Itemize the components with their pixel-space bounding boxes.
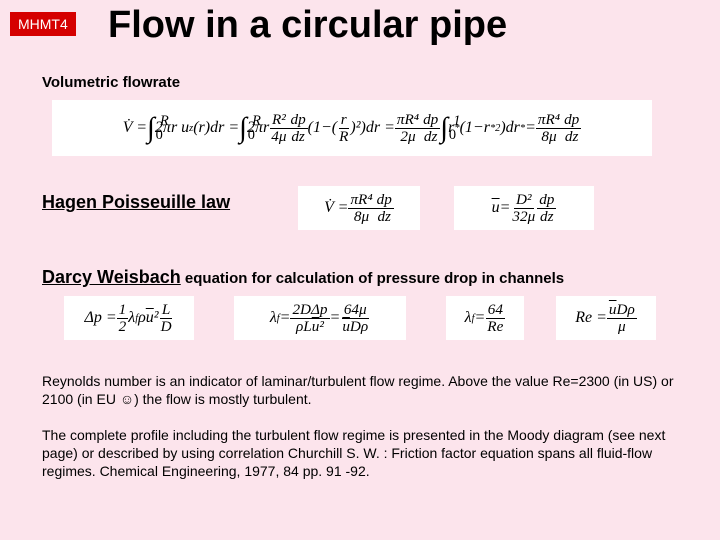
equation-volumetric: V̇ = ∫R0 2πr uz(r)dr = ∫R0 2πr R²4μ dpdz… [52, 100, 652, 156]
equation-darcy-1: Δp = 12 λf ρu² LD [64, 296, 194, 340]
label-hagen-poiseuille: Hagen Poisseuille law [42, 192, 230, 213]
paragraph-moody: The complete profile including the turbu… [42, 426, 682, 481]
equation-darcy-2: λf = 2DΔpρLu² = 64μuDρ [234, 296, 406, 340]
darcy-weisbach-link: Darcy Weisbach [42, 267, 181, 287]
equation-hagen-1: V̇ = πR⁴8μ dpdz [298, 186, 420, 230]
equation-darcy-3: λf = 64Re [446, 296, 524, 340]
darcy-rest: equation for calculation of pressure dro… [181, 270, 564, 287]
label-darcy-weisbach: Darcy Weisbach equation for calculation … [42, 267, 564, 288]
page-title: Flow in a circular pipe [108, 4, 507, 47]
equation-reynolds: Re = uDρμ [556, 296, 656, 340]
course-badge: MHMT4 [10, 12, 76, 36]
equation-hagen-2: u = D²32μ dpdz [454, 186, 594, 230]
label-volumetric: Volumetric flowrate [42, 74, 180, 91]
paragraph-reynolds: Reynolds number is an indicator of lamin… [42, 372, 682, 408]
